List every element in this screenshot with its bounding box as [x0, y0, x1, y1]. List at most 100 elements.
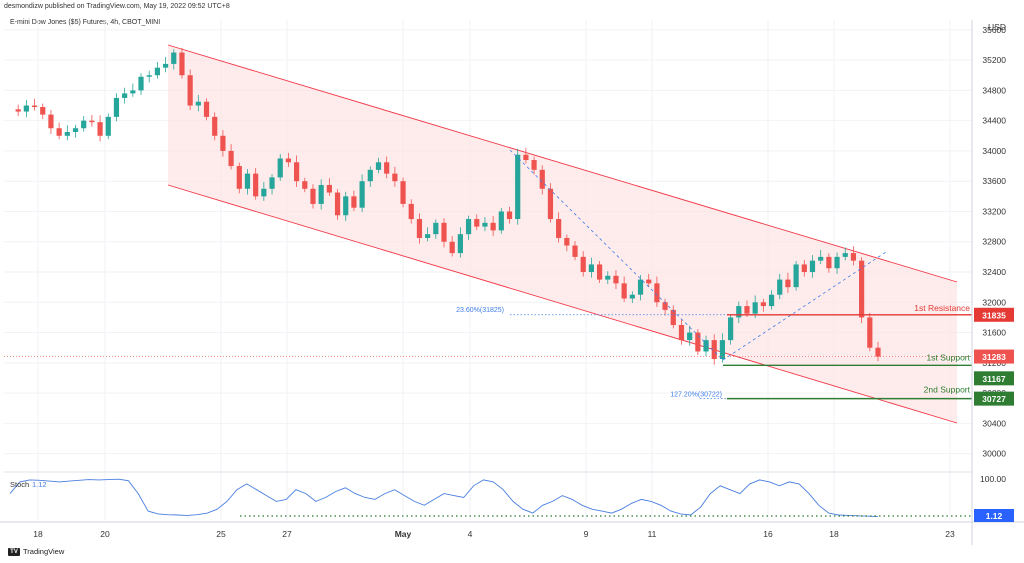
candle-body — [687, 332, 693, 341]
candle-body — [64, 132, 70, 136]
candle-body — [457, 234, 463, 254]
descending-channel — [167, 44, 958, 424]
time-tick-label: May — [395, 529, 412, 539]
candle-body — [89, 120, 95, 123]
fib-23-label: 23.60%(31825) — [456, 307, 504, 314]
support2-price-tag: 30727 — [982, 394, 1006, 404]
stoch-line — [9, 478, 879, 518]
stoch-value-tag: 1.12 — [986, 511, 1003, 521]
candle-body — [236, 166, 242, 189]
price-tick-label: 30400 — [982, 418, 1006, 428]
current-price-tag-bg — [974, 349, 1014, 364]
currency-label: USD — [988, 22, 1006, 32]
candle-body — [867, 317, 873, 348]
candle-body — [130, 90, 136, 94]
price-axis[interactable]: 3000030400308003120031600320003240032800… — [971, 20, 1014, 545]
candle-body — [588, 264, 594, 273]
candle-body — [310, 188, 316, 204]
resistance-price-tag-bg — [974, 307, 1014, 322]
candle-body — [777, 279, 783, 295]
candle-body — [392, 173, 398, 182]
channel-upper-line — [167, 44, 958, 283]
candle-body — [154, 67, 160, 76]
levels: 1st Resistance 1st Support 2nd Support 23.6… — [4, 149, 972, 400]
candle-body — [842, 253, 848, 257]
candle-body — [793, 264, 799, 288]
price-tick-label: 35200 — [982, 55, 1006, 65]
candle-body — [343, 196, 349, 216]
candle-body — [302, 181, 308, 189]
price-tick-label: 35600 — [982, 25, 1006, 35]
support1-price-tag: 31167 — [982, 374, 1005, 384]
candle-body — [654, 283, 660, 303]
candle-body — [187, 75, 193, 106]
candle-body — [15, 109, 21, 112]
support1-price-tag-bg — [974, 371, 1014, 386]
candle-body — [703, 340, 709, 352]
candle-body — [736, 306, 742, 318]
time-tick-label: 27 — [282, 529, 292, 539]
candle-body — [744, 306, 750, 314]
time-tick-label: 23 — [945, 529, 955, 539]
candle-body — [400, 181, 406, 204]
candle-body — [826, 256, 832, 269]
candle-body — [572, 245, 578, 257]
candle-body — [596, 264, 603, 280]
candle-body — [138, 76, 144, 91]
candle-body — [465, 219, 472, 235]
support2-label: 2nd Support — [924, 385, 971, 395]
candle-body — [171, 52, 177, 64]
candle-body — [334, 192, 341, 216]
candle-body — [629, 294, 635, 299]
price-tick-label: 34800 — [982, 85, 1006, 95]
candle-body — [433, 222, 439, 235]
channel-lower-line — [167, 184, 958, 424]
candle-body — [146, 75, 152, 77]
time-tick-label: 18 — [829, 529, 839, 539]
candle-body — [285, 158, 292, 163]
resistance-label: 1st Resistance — [914, 303, 970, 313]
candle-body — [818, 256, 824, 261]
time-tick-label: 16 — [763, 529, 773, 539]
candle-body — [244, 173, 251, 189]
candle-body — [359, 181, 365, 208]
candle-body — [637, 279, 644, 295]
candle-body — [719, 340, 726, 360]
candle-body — [375, 162, 382, 170]
candle-body — [474, 219, 480, 227]
candle-body — [801, 264, 807, 273]
candle-body — [556, 219, 562, 238]
candle-body — [81, 120, 87, 129]
fib-line — [509, 149, 724, 361]
price-tick-label: 33600 — [982, 176, 1006, 186]
time-tick-label: 20 — [100, 529, 110, 539]
fib-127-label: 127.20%(30722) — [670, 392, 722, 399]
candle-body — [122, 93, 128, 98]
candle-body — [220, 135, 226, 151]
candle-body — [613, 275, 619, 284]
candle-body — [113, 97, 120, 117]
candle-body — [506, 211, 513, 220]
candle-body — [97, 122, 103, 136]
candle-body — [72, 128, 79, 133]
tradingview-logo-icon: TV — [8, 547, 20, 556]
candle-body — [621, 283, 627, 299]
candle-body — [752, 302, 758, 314]
candle-body — [449, 241, 455, 254]
time-axis[interactable]: 18 20 25 27 May 4 9 11 16 18 23 — [0, 521, 1024, 539]
candle-body — [212, 116, 218, 136]
candle-body — [253, 173, 259, 197]
price-tick-label: 32000 — [982, 297, 1006, 307]
candle-body — [416, 219, 423, 238]
candle-body — [498, 211, 504, 231]
candle-body — [105, 116, 111, 136]
candle-body — [318, 184, 324, 204]
price-tick-label: 31600 — [982, 328, 1006, 338]
candle-body — [580, 256, 586, 273]
tradingview-footer: TV TradingView — [8, 547, 64, 556]
candle-body — [277, 158, 283, 178]
candle-body — [384, 162, 390, 174]
candle-body — [56, 128, 62, 136]
